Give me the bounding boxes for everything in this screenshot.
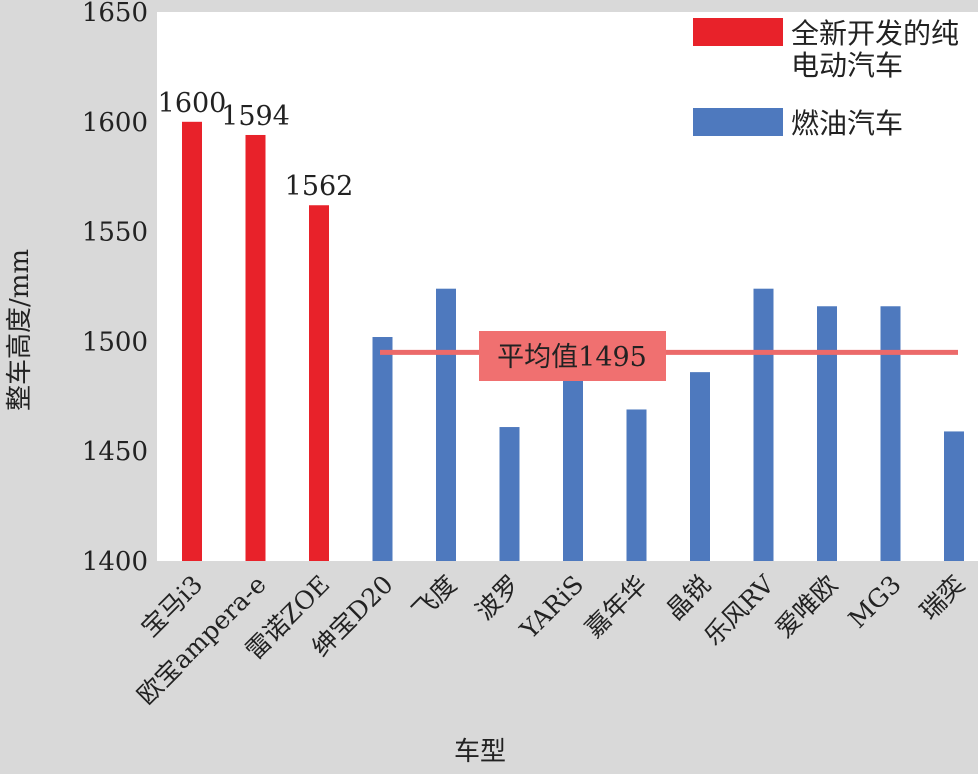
legend-swatch	[693, 108, 783, 136]
bar	[245, 134, 266, 561]
category-label: 乐风RV	[698, 569, 780, 651]
category-label: MG3	[843, 570, 907, 634]
bar	[309, 205, 329, 562]
legend-entry: 燃油汽车	[791, 107, 903, 140]
legend-swatch	[693, 18, 783, 46]
bar	[944, 431, 964, 561]
category-label: 嘉年华	[579, 570, 653, 644]
y-tick-label: 1400	[82, 547, 148, 577]
y-tick-label: 1450	[82, 437, 148, 467]
category-label: 爱唯欧	[770, 570, 844, 644]
category-label: 瑞奕	[914, 570, 970, 626]
data-label: 1594	[221, 101, 290, 132]
bar	[753, 288, 774, 561]
y-tick-label: 1550	[82, 218, 148, 248]
category-label: 晶锐	[660, 570, 716, 626]
category-label: 飞度	[406, 570, 462, 626]
y-tick-label: 1500	[82, 327, 148, 357]
data-label: 1562	[285, 171, 354, 202]
average-label: 平均值1495	[497, 342, 647, 373]
average-label-box	[479, 331, 666, 381]
bar	[436, 288, 456, 561]
legend-entry: 电动汽车	[791, 49, 903, 82]
bar	[880, 306, 901, 561]
legend-entry: 全新开发的纯	[791, 17, 959, 50]
bar	[499, 427, 520, 561]
y-axis-title: 整车高度/mm	[5, 249, 35, 411]
bar	[563, 374, 583, 561]
x-axis-title: 车型	[454, 737, 506, 767]
bar	[690, 372, 710, 561]
bar	[817, 306, 837, 561]
category-label: 波罗	[470, 570, 526, 626]
category-label: YARiS	[514, 570, 589, 645]
data-label: 1600	[158, 88, 227, 119]
y-tick-label: 1650	[82, 0, 148, 28]
bar	[626, 409, 647, 561]
y-tick-label: 1600	[82, 108, 148, 138]
bar	[372, 337, 393, 561]
bar	[182, 121, 202, 562]
